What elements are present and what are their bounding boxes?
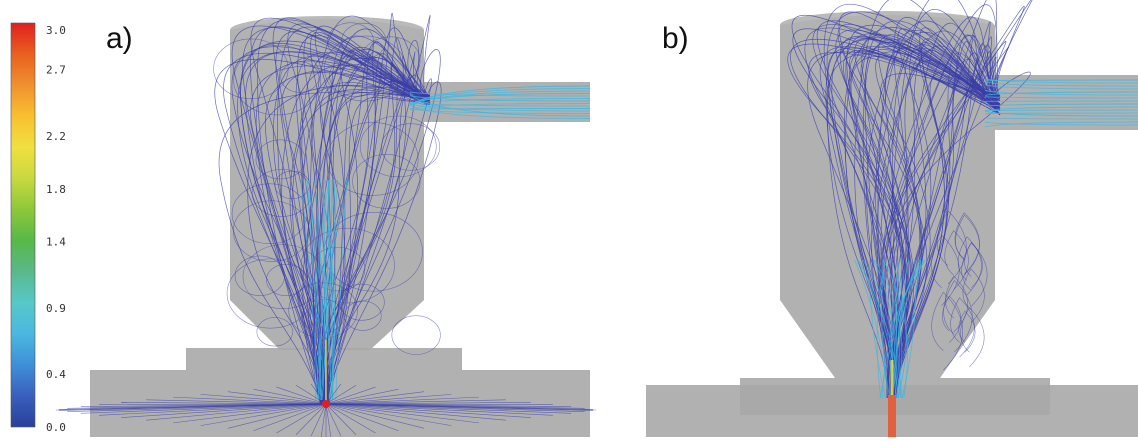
colorbar-tick-label: 1.8	[46, 183, 66, 196]
colorbar-tick-label: 3.0	[46, 24, 66, 37]
panel-a-nozzle-outlet	[322, 400, 330, 408]
panel-a	[56, 13, 596, 437]
colorbar-tick-label: 2.2	[46, 130, 66, 143]
panel-b-label: b)	[662, 22, 689, 56]
panel-b	[646, 0, 1138, 437]
panel-b-nozzle-outlet	[888, 395, 896, 437]
colorbar-tick-label: 2.7	[46, 64, 66, 77]
panel-b-cylinder-top	[780, 11, 994, 39]
panel-a-label: a)	[106, 22, 133, 56]
colorbar-tick-label: 1.4	[46, 236, 66, 249]
colorbar-ticks: 3.0 2.7 2.2 1.8 1.4 0.9 0.4 0.0	[46, 24, 66, 434]
colorbar-tick-label: 0.0	[46, 421, 66, 434]
colorbar-scale	[11, 23, 35, 427]
colorbar-tick-label: 0.9	[46, 302, 66, 315]
colorbar-tick-label: 0.4	[46, 368, 66, 381]
panel-a-geometry	[90, 16, 590, 437]
colorbar: 3.0 2.7 2.2 1.8 1.4 0.9 0.4 0.0	[11, 23, 66, 434]
